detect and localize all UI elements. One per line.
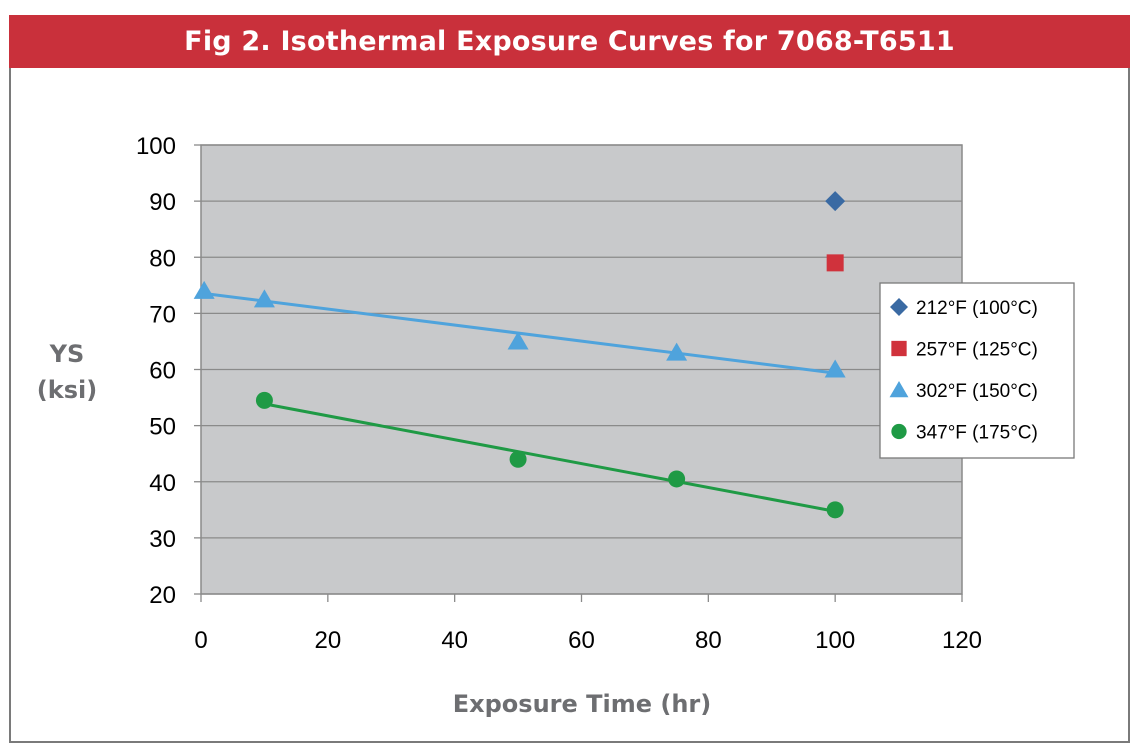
trendline-series-2: [203, 291, 836, 375]
data-point-series-3-2: [668, 470, 686, 488]
y-tick-label: 70: [149, 301, 176, 328]
x-tick-label: 20: [314, 627, 341, 654]
legend-label-0: 212°F (100°C): [916, 298, 1038, 319]
y-tick-label: 90: [149, 189, 176, 216]
x-tick-label: 120: [942, 627, 982, 654]
y-tick-label: 50: [149, 414, 176, 441]
legend-box: [879, 282, 1075, 459]
data-point-series-3-1: [509, 450, 527, 468]
x-tick-label: 0: [194, 627, 207, 654]
x-axis-ticks: 0 20 40 60 80 100 120: [194, 594, 982, 654]
x-tick-label: 80: [695, 627, 722, 654]
y-axis-ticks: 20 30 40 50 60 70 80 90 100: [136, 133, 201, 609]
data-point-series-2-4: [824, 359, 846, 378]
legend: 212°F (100°C) 257°F (125°C) 302°F (150°C) 3…: [879, 282, 1075, 459]
data-point-series-2-3: [666, 342, 688, 361]
legend-marker-3: [891, 423, 907, 440]
data-point-series-2-0: [193, 280, 215, 299]
y-tick-label: 30: [149, 526, 176, 553]
figure-title: Fig 2. Isothermal Exposure Curves for 70…: [9, 15, 1130, 68]
data-point-series-0-0: [825, 191, 846, 212]
y-tick-label: 40: [149, 470, 176, 497]
data-point-series-2-1: [253, 289, 275, 308]
x-tick-label: 40: [441, 627, 468, 654]
data-point-series-3-3: [826, 501, 844, 519]
y-tick-label: 100: [136, 133, 176, 160]
y-axis-title-line1: YS: [49, 340, 85, 368]
legend-label-2: 302°F (150°C): [916, 381, 1038, 402]
legend-marker-1: [891, 340, 907, 357]
y-tick-label: 20: [149, 582, 176, 609]
legend-marker-2: [889, 381, 909, 398]
x-tick-label: 60: [568, 627, 595, 654]
data-point-series-2-2: [507, 331, 529, 350]
y-axis-title-line2: (ksi): [37, 376, 97, 404]
data-points: [193, 191, 846, 519]
legend-marker-0: [890, 298, 908, 316]
data-point-series-1-0: [826, 254, 844, 272]
y-tick-label: 60: [149, 358, 176, 385]
x-tick-label: 100: [815, 627, 855, 654]
x-axis-title: Exposure Time (hr): [453, 690, 711, 718]
data-point-series-3-0: [255, 391, 273, 409]
legend-label-3: 347°F (175°C): [916, 423, 1038, 444]
trendlines: [203, 291, 836, 513]
trendline-series-3: [264, 402, 836, 513]
legend-label-1: 257°F (125°C): [916, 340, 1038, 361]
y-tick-label: 80: [149, 245, 176, 272]
